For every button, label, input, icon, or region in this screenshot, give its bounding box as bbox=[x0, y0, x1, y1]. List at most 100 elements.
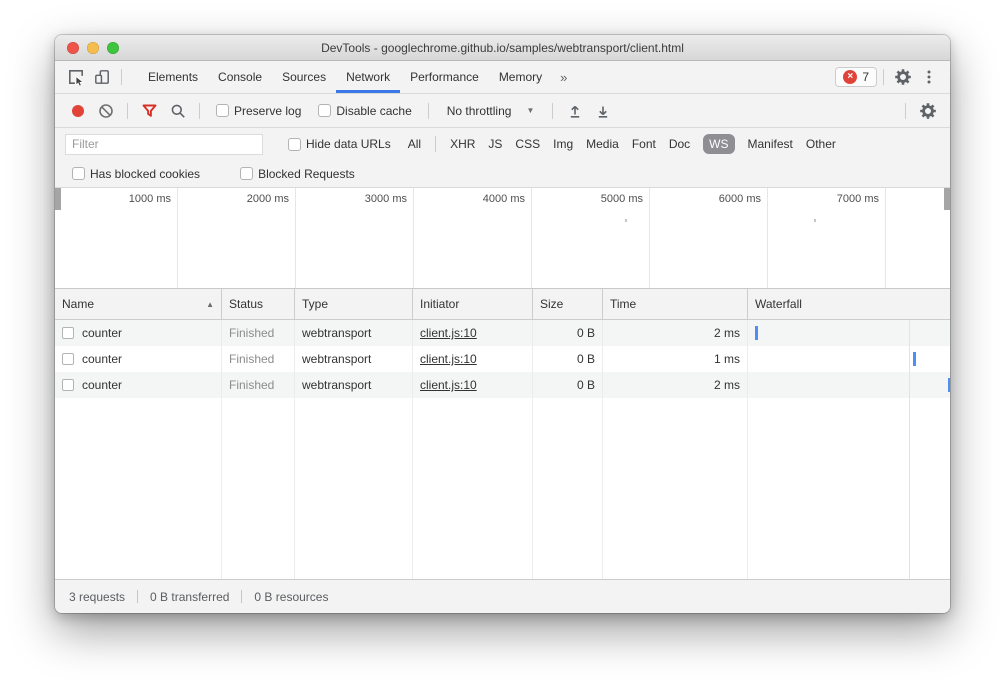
row-checkbox[interactable] bbox=[62, 379, 74, 391]
network-overview-timeline[interactable]: 1000 ms 2000 ms 3000 ms 4000 ms 5000 ms 6000 … bbox=[55, 188, 950, 289]
tab-memory[interactable]: Memory bbox=[498, 70, 543, 84]
disable-cache-label[interactable]: Disable cache bbox=[336, 103, 412, 118]
more-tabs-button[interactable]: » bbox=[560, 69, 568, 85]
filter-type-manifest[interactable]: Manifest bbox=[747, 137, 793, 151]
column-header-status[interactable]: Status bbox=[222, 289, 295, 319]
initiator-link[interactable]: client.js:10 bbox=[420, 378, 477, 392]
table-row[interactable]: counter Finished webtransport client.js:… bbox=[55, 372, 950, 398]
export-har-icon[interactable] bbox=[590, 99, 615, 123]
type-cell: webtransport bbox=[295, 320, 413, 346]
clear-button[interactable] bbox=[93, 99, 118, 123]
network-toolbar: Preserve log Disable cache No throttling… bbox=[55, 94, 950, 128]
initiator-link[interactable]: client.js:10 bbox=[420, 352, 477, 366]
blocked-requests-checkbox[interactable]: Blocked Requests bbox=[240, 167, 355, 181]
empty-cell bbox=[413, 398, 533, 579]
tab-console[interactable]: Console bbox=[218, 70, 263, 84]
timeline-gridline bbox=[649, 188, 650, 288]
record-button[interactable] bbox=[65, 99, 90, 123]
column-header-time[interactable]: Time bbox=[603, 289, 748, 319]
column-header-initiator[interactable]: Initiator bbox=[413, 289, 533, 319]
row-checkbox[interactable] bbox=[62, 353, 74, 365]
filter-type-doc[interactable]: Doc bbox=[668, 137, 691, 151]
request-type-filters: All XHR JS CSS Img Media Font Doc WS Manifest Othe… bbox=[408, 134, 836, 154]
table-row[interactable]: counter Finished webtransport client.js:… bbox=[55, 346, 950, 372]
tab-elements[interactable]: Elements bbox=[148, 70, 199, 84]
filter-type-media[interactable]: Media bbox=[586, 137, 619, 151]
checkbox-box[interactable] bbox=[318, 104, 332, 117]
filter-type-xhr[interactable]: XHR bbox=[450, 137, 476, 151]
checkbox-box[interactable] bbox=[72, 167, 85, 180]
timeline-tick-label: 2000 ms bbox=[246, 193, 289, 205]
blocked-requests-label[interactable]: Blocked Requests bbox=[258, 166, 355, 181]
timeline-gridline bbox=[295, 188, 296, 288]
filter-bar: Hide data URLs All XHR JS CSS Img Media Font Do… bbox=[55, 128, 950, 160]
devtools-tabbar: Elements Console Sources Network Performance… bbox=[55, 61, 950, 94]
sort-ascending-icon: ▲ bbox=[206, 299, 214, 309]
filter-type-ws[interactable]: WS bbox=[703, 134, 735, 154]
device-toolbar-icon[interactable] bbox=[89, 64, 115, 90]
settings-gear-icon[interactable] bbox=[890, 64, 916, 90]
filter-type-img[interactable]: Img bbox=[553, 137, 574, 151]
preserve-log-checkbox[interactable]: Preserve log bbox=[216, 104, 301, 118]
overview-right-grip[interactable] bbox=[944, 188, 950, 210]
waterfall-cell bbox=[748, 372, 950, 398]
separator bbox=[883, 69, 884, 85]
network-settings-gear-icon[interactable] bbox=[915, 99, 940, 123]
empty-cell bbox=[533, 398, 603, 579]
zoom-button[interactable] bbox=[107, 42, 119, 54]
type-cell: webtransport bbox=[295, 346, 413, 372]
filter-funnel-icon[interactable] bbox=[137, 99, 162, 123]
column-header-name[interactable]: Name ▲ bbox=[55, 289, 222, 319]
filter-type-css[interactable]: CSS bbox=[515, 137, 541, 151]
filter-type-font[interactable]: Font bbox=[631, 137, 656, 151]
has-blocked-cookies-label[interactable]: Has blocked cookies bbox=[90, 166, 201, 181]
filter-type-js[interactable]: JS bbox=[488, 137, 503, 151]
kebab-menu-icon[interactable] bbox=[916, 64, 942, 90]
name-cell: counter bbox=[55, 346, 222, 372]
row-checkbox[interactable] bbox=[62, 327, 74, 339]
initiator-link[interactable]: client.js:10 bbox=[420, 326, 477, 340]
record-icon bbox=[71, 104, 84, 117]
import-har-icon[interactable] bbox=[562, 99, 587, 123]
empty-cell bbox=[222, 398, 295, 579]
column-header-size[interactable]: Size bbox=[533, 289, 603, 319]
inspect-element-icon[interactable] bbox=[63, 64, 89, 90]
tab-sources[interactable]: Sources bbox=[282, 70, 327, 84]
error-count-badge[interactable]: × 7 bbox=[835, 67, 877, 87]
disable-cache-checkbox[interactable]: Disable cache bbox=[318, 103, 412, 118]
initiator-cell: client.js:10 bbox=[413, 372, 533, 398]
search-icon[interactable] bbox=[165, 99, 190, 123]
checkbox-box[interactable] bbox=[240, 167, 254, 180]
hide-data-urls-checkbox[interactable]: Hide data URLs bbox=[288, 137, 391, 151]
timeline-tick-label: 4000 ms bbox=[482, 193, 525, 205]
tab-network[interactable]: Network bbox=[336, 61, 401, 93]
size-cell: 0 B bbox=[533, 372, 603, 398]
column-header-type[interactable]: Type bbox=[295, 289, 413, 319]
waterfall-cell bbox=[748, 346, 950, 372]
filter-type-all[interactable]: All bbox=[407, 137, 422, 151]
timeline-gridline bbox=[177, 188, 178, 288]
minimize-button[interactable] bbox=[87, 42, 99, 54]
checkbox-box[interactable] bbox=[288, 137, 301, 151]
separator bbox=[121, 69, 122, 85]
hide-data-urls-label[interactable]: Hide data URLs bbox=[306, 137, 391, 151]
has-blocked-cookies-checkbox[interactable]: Has blocked cookies bbox=[72, 167, 200, 181]
overview-left-grip[interactable] bbox=[55, 188, 61, 210]
tab-performance[interactable]: Performance bbox=[410, 70, 479, 84]
close-button[interactable] bbox=[67, 42, 79, 54]
initiator-cell: client.js:10 bbox=[413, 346, 533, 372]
titlebar[interactable]: DevTools - googlechrome.github.io/sample… bbox=[55, 35, 950, 61]
filter-type-other[interactable]: Other bbox=[805, 137, 836, 151]
time-cell: 2 ms bbox=[603, 372, 748, 398]
request-name: counter bbox=[82, 352, 123, 366]
table-row[interactable]: counter Finished webtransport client.js:… bbox=[55, 320, 950, 346]
separator bbox=[435, 136, 437, 152]
timeline-tick-label: 6000 ms bbox=[718, 193, 761, 205]
checkbox-box[interactable] bbox=[216, 104, 229, 117]
filter-input[interactable] bbox=[65, 133, 263, 155]
waterfall-gridline bbox=[908, 320, 910, 346]
preserve-log-label[interactable]: Preserve log bbox=[234, 103, 302, 118]
column-header-waterfall[interactable]: Waterfall bbox=[755, 297, 802, 311]
filter-bar-row2: Has blocked cookies Blocked Requests bbox=[55, 160, 950, 188]
throttling-select[interactable]: No throttling ▼ bbox=[447, 104, 535, 118]
